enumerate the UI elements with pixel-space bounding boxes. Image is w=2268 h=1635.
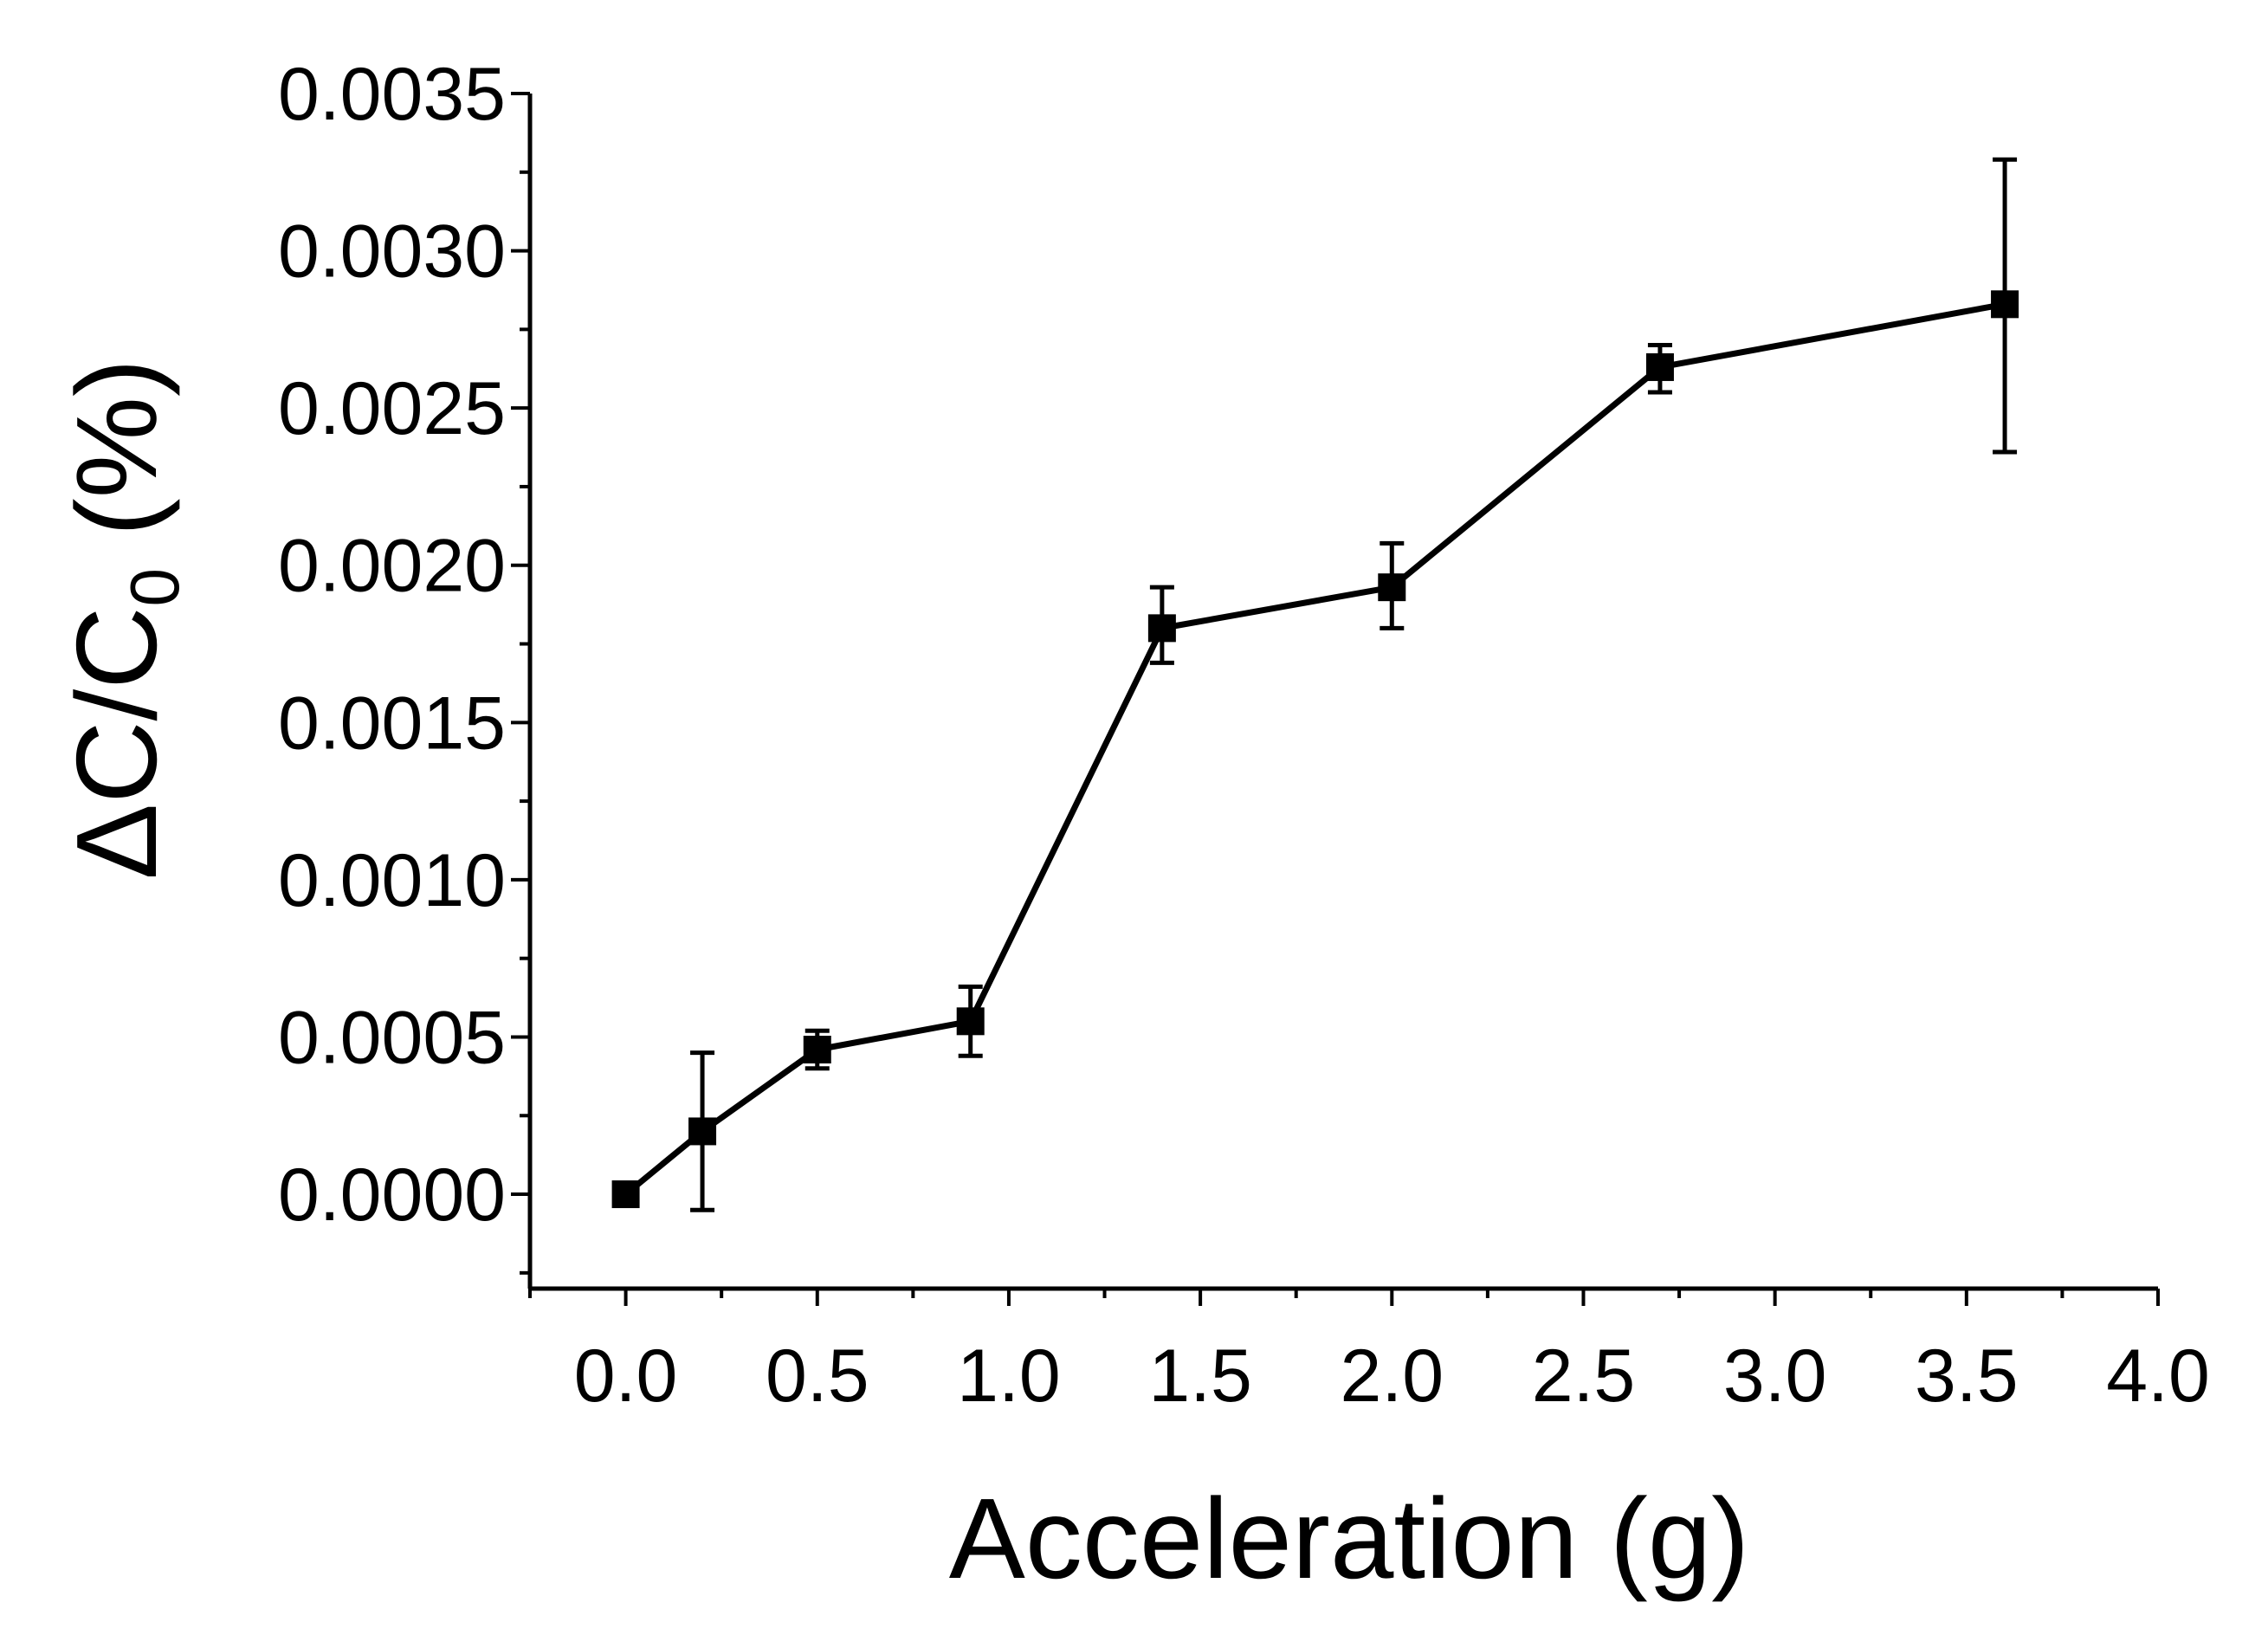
y-tick-label: 0.0035 (278, 53, 506, 136)
x-ticks: 0.0 0.5 1.0 1.5 2.0 2.5 3.0 3.5 4.0 (528, 1289, 2210, 1418)
x-tick-label: 2.5 (1532, 1334, 1636, 1418)
x-tick-label: 2.0 (1341, 1334, 1444, 1418)
data-point (688, 1117, 717, 1146)
x-tick-label: 1.5 (1148, 1334, 1252, 1418)
y-tick-label: 0.0000 (278, 1154, 506, 1237)
y-tick-label: 0.0025 (278, 367, 506, 450)
data-point (956, 1007, 985, 1036)
x-tick-label: 1.0 (957, 1334, 1061, 1418)
data-point (1378, 573, 1406, 602)
axes (527, 94, 2158, 1291)
y-axis-title-sub: 0 (116, 568, 193, 607)
y-tick-label: 0.0030 (278, 210, 506, 294)
series-line (624, 301, 2006, 1197)
data-point (611, 1180, 640, 1209)
series-group (611, 157, 2019, 1212)
y-ticks: 0.0000 0.0005 0.0010 0.0015 0.0020 0.0025 0.00… (278, 53, 530, 1275)
x-tick-label: 3.0 (1723, 1334, 1827, 1418)
data-point (1991, 290, 2019, 319)
y-axis-title: ΔC/C0 (%) (53, 359, 193, 880)
data-point (1147, 614, 1176, 643)
y-tick-label: 0.0020 (278, 525, 506, 608)
x-tick-label: 4.0 (2106, 1334, 2210, 1418)
y-tick-label: 0.0015 (278, 682, 506, 765)
x-tick-label: 3.5 (1915, 1334, 2019, 1418)
x-tick-label: 0.5 (766, 1334, 869, 1418)
data-point (1645, 352, 1674, 381)
x-axis-title: Acceleration (g) (949, 1475, 1749, 1602)
x-tick-label: 0.0 (574, 1334, 678, 1418)
y-axis-title-main: ΔC/C (53, 606, 180, 880)
y-axis-title-unit: (%) (53, 359, 180, 568)
y-tick-label: 0.0005 (278, 996, 506, 1079)
y-tick-label: 0.0010 (278, 839, 506, 922)
data-point (803, 1036, 831, 1063)
